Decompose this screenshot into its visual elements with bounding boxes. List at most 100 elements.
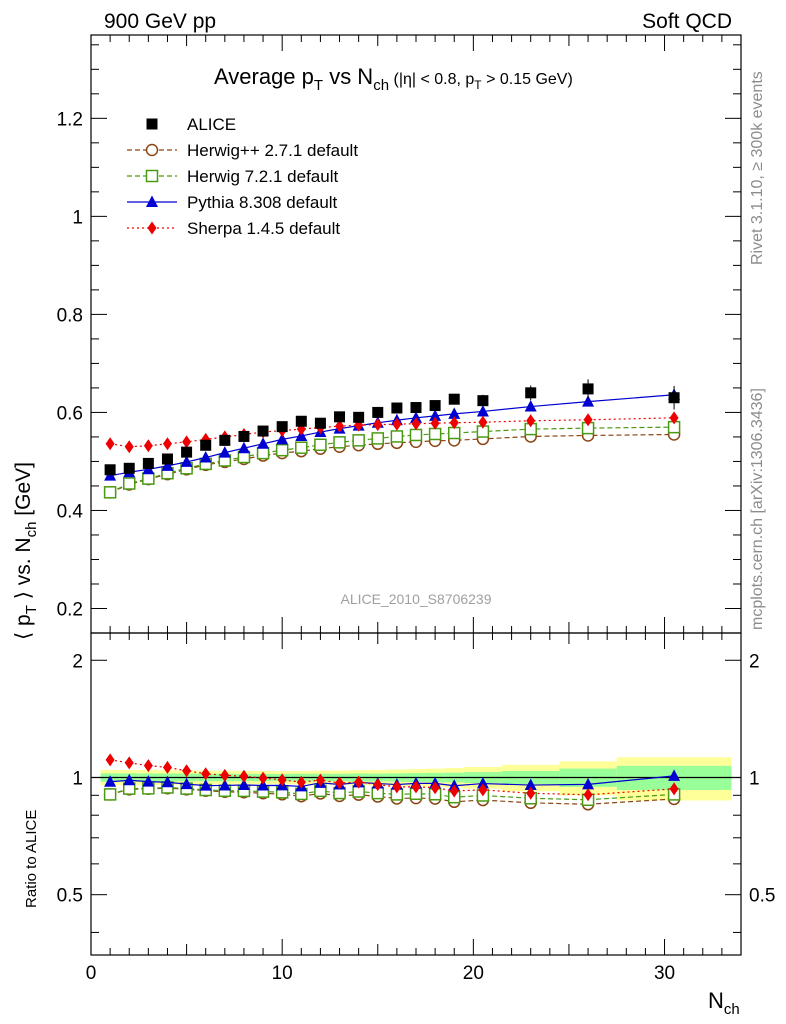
reference-point <box>372 406 384 418</box>
ratio-series-point-1 <box>103 788 117 801</box>
legend-label-1: Herwig 7.2.1 default <box>187 167 338 186</box>
main-y-tick-label: 1.2 <box>57 109 83 130</box>
ratio-series-point-3 <box>335 776 345 790</box>
ratio-y-tick-label-left: 1 <box>72 768 83 789</box>
main-series-point-1 <box>333 436 346 449</box>
y-axis-label: ⟨ pT ⟩ vs. Nch [GeV] <box>12 462 40 640</box>
reference-point <box>477 395 489 407</box>
legend-marker-1 <box>145 169 159 183</box>
ratio-series-point-3 <box>162 760 172 774</box>
ratio-series-point-3 <box>201 767 211 781</box>
main-series-point-1 <box>122 477 136 490</box>
reference-point <box>142 457 154 469</box>
ratio-series-point-3 <box>478 783 488 797</box>
main-series-point-2 <box>180 455 193 467</box>
main-series-line-0 <box>109 433 675 493</box>
reference-point <box>410 402 422 414</box>
main-series-point-1 <box>256 446 270 460</box>
main-series-point-3 <box>105 437 115 451</box>
reference-point <box>353 411 365 423</box>
ratio-series-point-3 <box>105 753 115 767</box>
main-series-point-1 <box>428 427 442 441</box>
ratio-series-point-2 <box>476 777 489 789</box>
reference-point <box>276 421 288 433</box>
ratio-panel-axes: 0 10 20 30 0.5 0.5 1 1 2 2 <box>57 632 775 984</box>
title-main: Average p <box>214 64 314 89</box>
ratio-series-point-3 <box>182 764 192 778</box>
main-series-point-2 <box>410 411 422 423</box>
ratio-y-tick-label-left: 0.5 <box>57 886 83 907</box>
legend-label-reference: ALICE <box>187 115 236 134</box>
main-series-point-3 <box>411 417 421 431</box>
legend-marker-reference <box>146 118 158 130</box>
main-series-point-2 <box>161 459 174 471</box>
ratio-series-point-2 <box>668 769 681 781</box>
side-label-mcplots: mcplots.cern.ch [arXiv:1306.3436] <box>749 388 766 630</box>
main-series-point-1 <box>352 434 365 447</box>
x-tick-label: 10 <box>272 963 293 984</box>
main-series-point-3 <box>392 417 402 431</box>
ratio-series-point-2 <box>104 775 117 787</box>
ratio-y-tick-label-right: 1 <box>749 768 760 789</box>
reference-point <box>391 402 403 414</box>
ratio-series-point-3 <box>258 771 268 785</box>
main-series-point-1 <box>142 472 155 485</box>
ratio-series-point-3 <box>277 773 287 787</box>
ratio-series-point-3 <box>526 786 536 800</box>
main-panel-axes: 0.2 0.4 0.6 0.8 1 1.2 <box>57 34 742 634</box>
ratio-series-point-2 <box>218 778 231 791</box>
main-series-point-3 <box>143 439 153 453</box>
main-series-point-2 <box>218 446 231 458</box>
ratio-series-point-3 <box>669 782 679 796</box>
ylabel-close: [GeV] <box>12 462 35 522</box>
side-label-rivet: Rivet 3.1.10, ≥ 300k events <box>749 71 766 265</box>
legend-marker-2 <box>146 195 158 207</box>
reference-point <box>161 453 173 465</box>
ratio-y-tick-label-right: 0.5 <box>749 886 775 907</box>
main-series-point-2 <box>582 395 595 407</box>
header-left-label: 900 GeV pp <box>104 10 216 33</box>
ylabel-sub2: ch <box>23 522 40 538</box>
reference-point <box>668 392 680 404</box>
reference-point <box>582 383 594 395</box>
title-cond-sub: T <box>474 78 482 92</box>
main-series-point-2 <box>237 441 250 454</box>
reference-point <box>219 434 231 446</box>
ratio-y-tick-label-left: 2 <box>72 651 83 672</box>
ylabel-mid: ⟩ vs. N <box>12 537 35 605</box>
main-series-point-3 <box>335 419 345 433</box>
main-series-point-3 <box>124 440 134 454</box>
ratio-series-point-3 <box>449 784 459 798</box>
ratio-series-point-3 <box>124 756 134 770</box>
title-cond-open: (|η| < 0.8, p <box>389 71 474 88</box>
chart-title: Average pT vs Nch (|η| < 0.8, pT > 0.15 … <box>214 64 573 94</box>
main-series-point-3 <box>449 416 459 430</box>
reference-point <box>181 446 193 458</box>
legend-label-2: Pythia 8.308 default <box>187 193 338 212</box>
x-tick-label: 0 <box>86 963 97 984</box>
main-series-point-3 <box>182 435 192 449</box>
legend-marker-3 <box>147 221 157 235</box>
main-y-tick-label: 0.6 <box>57 403 83 424</box>
main-series-point-1 <box>275 443 289 457</box>
ratio-series-point-2 <box>524 778 537 791</box>
ratio-series-point-3 <box>354 775 364 789</box>
reference-point <box>334 411 346 423</box>
title-mid: vs N <box>323 64 373 89</box>
main-series-point-3 <box>478 415 488 429</box>
title-cond-close: > 0.15 GeV) <box>482 71 573 88</box>
ratio-series-point-2 <box>123 773 136 786</box>
ratio-series-point-3 <box>220 768 230 782</box>
main-series-point-2 <box>257 437 270 449</box>
reference-point <box>448 393 460 405</box>
header-right-label: Soft QCD <box>642 10 732 33</box>
ratio-series-point-3 <box>296 775 306 789</box>
reference-point <box>200 439 212 451</box>
main-series-point-1 <box>409 428 423 442</box>
ratio-series-point-3 <box>373 778 383 792</box>
ratio-series-point-3 <box>392 780 402 794</box>
ratio-series-point-2 <box>161 775 174 788</box>
x-tick-label: 20 <box>463 963 484 984</box>
ratio-series-point-3 <box>315 773 325 787</box>
